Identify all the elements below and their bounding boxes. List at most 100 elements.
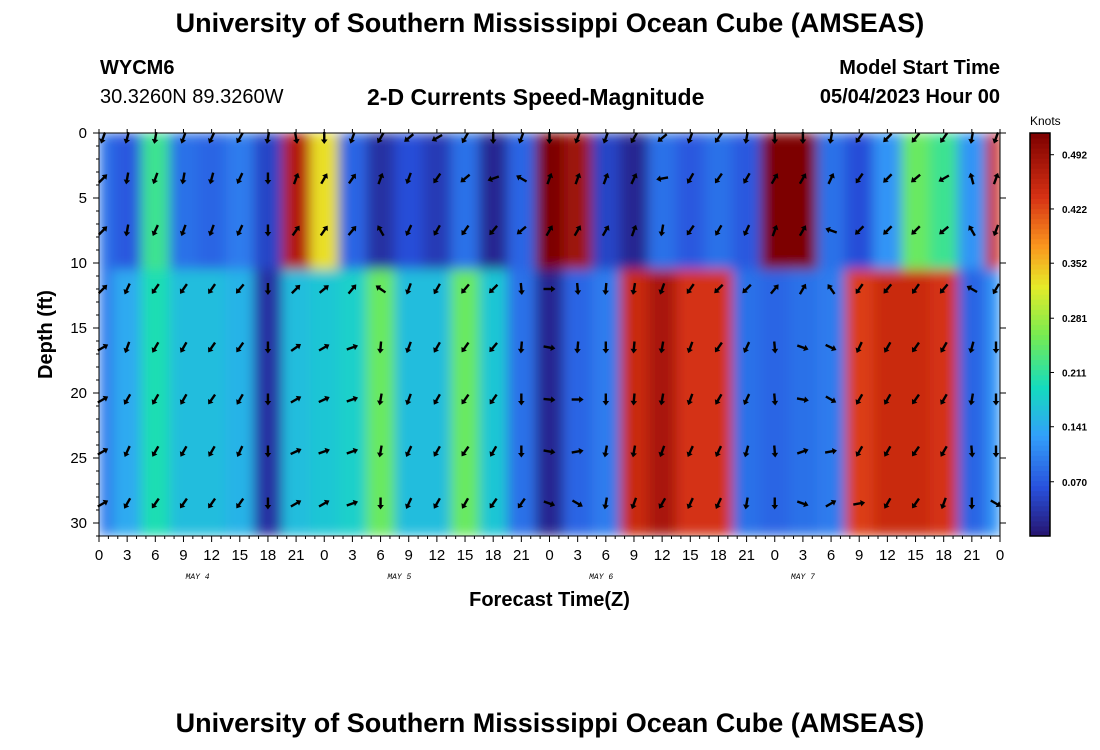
current-arrow bbox=[966, 285, 978, 294]
current-arrow bbox=[236, 445, 244, 457]
station-id: WYCM6 bbox=[100, 57, 175, 79]
current-arrow bbox=[714, 224, 723, 236]
current-arrow bbox=[742, 172, 751, 184]
current-arrow bbox=[516, 174, 528, 183]
current-arrow bbox=[346, 447, 359, 455]
current-arrow bbox=[290, 343, 302, 352]
current-arrow bbox=[208, 283, 217, 294]
x-tick-label: 0 bbox=[320, 547, 328, 564]
colorbar-tick-label: 0.422 bbox=[1062, 205, 1087, 216]
current-arrow bbox=[742, 393, 751, 405]
current-arrow bbox=[771, 341, 779, 354]
current-arrow bbox=[405, 224, 413, 236]
current-arrow bbox=[992, 172, 1000, 185]
x-tick-label: 3 bbox=[348, 547, 356, 564]
current-arrow bbox=[405, 282, 412, 295]
current-arrow bbox=[771, 393, 779, 406]
current-arrow bbox=[742, 283, 752, 294]
current-arrow bbox=[319, 225, 328, 237]
current-arrow bbox=[602, 445, 609, 458]
heat-cell bbox=[873, 133, 903, 270]
current-arrow bbox=[938, 174, 950, 183]
current-arrow bbox=[827, 131, 835, 144]
current-arrow bbox=[911, 132, 921, 143]
current-arrow bbox=[771, 445, 779, 458]
current-arrow bbox=[405, 445, 413, 457]
x-tick-label: 15 bbox=[457, 547, 474, 564]
current-arrow bbox=[347, 284, 357, 295]
current-arrow bbox=[208, 172, 215, 185]
x-tick-label: 9 bbox=[405, 547, 413, 564]
y-tick-label: 0 bbox=[79, 125, 87, 142]
heat-cell bbox=[282, 269, 311, 536]
current-arrow bbox=[827, 284, 836, 295]
current-arrow bbox=[516, 225, 527, 235]
x-tick-label: 18 bbox=[710, 547, 727, 564]
current-arrow bbox=[179, 283, 188, 294]
current-arrow bbox=[824, 447, 837, 455]
current-arrow bbox=[743, 445, 750, 458]
current-arrow bbox=[290, 447, 302, 456]
x-tick-label: 0 bbox=[996, 547, 1004, 564]
current-arrow bbox=[461, 341, 470, 353]
current-arrow bbox=[742, 224, 751, 236]
heat-cell bbox=[985, 133, 1000, 270]
current-arrow bbox=[236, 341, 245, 353]
day-label: MAY 4 bbox=[186, 573, 210, 582]
current-arrow bbox=[825, 395, 837, 404]
heat-cell bbox=[422, 133, 452, 270]
current-arrow bbox=[968, 131, 975, 144]
current-arrow bbox=[770, 173, 779, 185]
x-tick-label: 15 bbox=[682, 547, 699, 564]
current-arrow bbox=[571, 396, 584, 403]
x-tick-label: 0 bbox=[771, 547, 779, 564]
heat-cell bbox=[479, 133, 508, 270]
current-arrow bbox=[433, 172, 442, 184]
current-arrow bbox=[123, 283, 131, 295]
current-arrow bbox=[97, 226, 108, 236]
current-arrow bbox=[346, 395, 359, 403]
current-arrow bbox=[714, 497, 723, 509]
current-arrow bbox=[992, 445, 1000, 458]
current-arrow bbox=[911, 393, 920, 405]
heat-cell bbox=[704, 133, 734, 270]
current-arrow bbox=[911, 497, 920, 509]
current-arrow bbox=[291, 284, 301, 295]
current-arrow bbox=[318, 343, 330, 352]
current-arrow bbox=[433, 224, 441, 236]
day-label: MAY 7 bbox=[791, 573, 815, 582]
current-arrow bbox=[543, 448, 556, 456]
current-arrow bbox=[939, 225, 950, 235]
current-arrow bbox=[743, 497, 750, 510]
current-arrow bbox=[883, 173, 893, 183]
current-arrow bbox=[630, 497, 638, 510]
current-arrow bbox=[151, 445, 160, 457]
current-arrow bbox=[968, 445, 976, 458]
heat-cell bbox=[676, 133, 705, 270]
heat-cell bbox=[310, 269, 339, 536]
current-arrow bbox=[236, 393, 244, 405]
current-arrow bbox=[179, 497, 188, 509]
x-tick-label: 12 bbox=[879, 547, 896, 564]
current-arrow bbox=[992, 131, 1000, 144]
y-tick-label: 5 bbox=[79, 190, 87, 207]
current-arrow bbox=[686, 224, 695, 236]
current-arrow bbox=[574, 172, 582, 185]
current-arrow bbox=[179, 224, 187, 237]
heat-cell bbox=[450, 133, 480, 270]
current-arrow bbox=[630, 173, 638, 185]
current-arrow bbox=[433, 497, 441, 509]
y-tick-label: 15 bbox=[70, 320, 87, 337]
current-arrow bbox=[571, 447, 584, 455]
current-arrow bbox=[602, 131, 609, 144]
current-arrow bbox=[911, 225, 921, 235]
current-arrow bbox=[151, 341, 160, 353]
current-arrow bbox=[461, 283, 470, 294]
current-arrow bbox=[236, 224, 244, 236]
current-arrow bbox=[543, 285, 556, 293]
x-tick-label: 3 bbox=[799, 547, 807, 564]
current-arrow bbox=[714, 445, 723, 457]
current-arrow bbox=[517, 341, 525, 354]
current-arrow bbox=[404, 133, 415, 142]
current-arrow bbox=[940, 132, 949, 143]
